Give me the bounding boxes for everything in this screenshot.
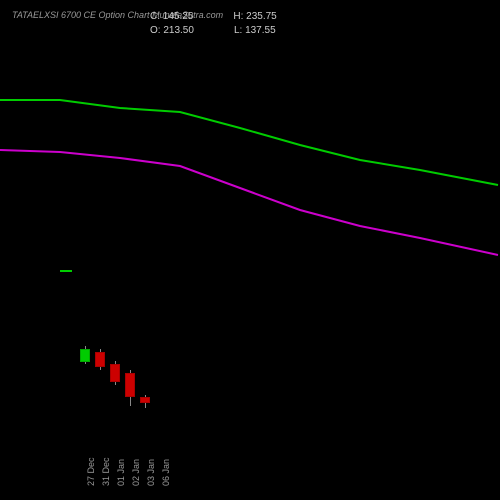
x-axis-label: 02 Jan xyxy=(131,459,141,486)
candle-body xyxy=(95,352,105,367)
x-axis: 27 Dec 31 Dec 01 Jan 02 Jan 03 Jan 06 Jan xyxy=(0,450,500,490)
high-value: H: 235.75 xyxy=(233,10,276,24)
x-axis-label: 27 Dec xyxy=(86,457,96,486)
x-axis-label: 01 Jan xyxy=(116,459,126,486)
indicator-lines xyxy=(0,50,500,450)
price-mark xyxy=(60,270,72,272)
close-value: C: 145.25 xyxy=(150,10,193,24)
x-axis-label: 31 Dec xyxy=(101,457,111,486)
candle-body xyxy=(80,349,90,362)
indicator-line xyxy=(0,100,498,185)
low-value: L: 137.55 xyxy=(234,24,276,38)
candle-body xyxy=(140,397,150,403)
indicator-line xyxy=(0,150,498,255)
chart-area xyxy=(0,50,500,450)
open-value: O: 213.50 xyxy=(150,24,194,38)
ohlc-readout: C: 145.25 H: 235.75 O: 213.50 L: 137.55 xyxy=(150,10,277,38)
candle-body xyxy=(110,364,120,382)
candle-body xyxy=(125,373,135,397)
x-axis-label: 06 Jan xyxy=(161,459,171,486)
x-axis-label: 03 Jan xyxy=(146,459,156,486)
